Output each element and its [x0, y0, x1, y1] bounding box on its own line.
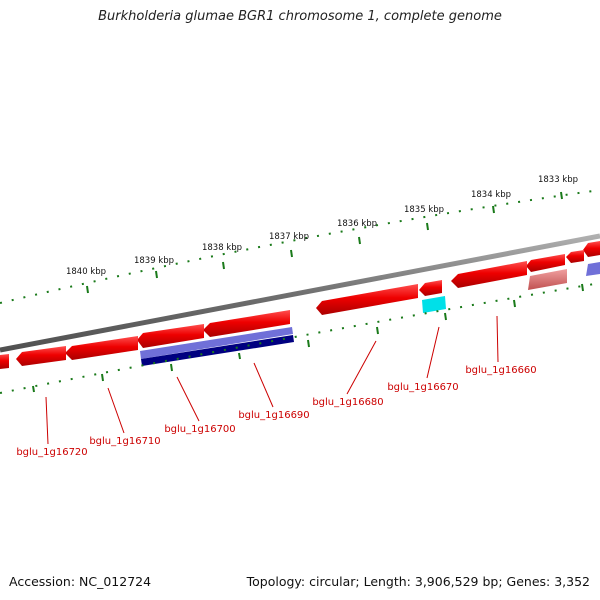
gene-arrow[interactable] [583, 241, 600, 257]
gene-arrow[interactable] [16, 346, 66, 366]
map-title: Burkholderia glumae BGR1 chromosome 1, c… [98, 9, 502, 24]
gene-label-16660[interactable]: bglu_1g16660 [465, 365, 536, 376]
callout-lines [45, 315, 499, 445]
feature-block-pink[interactable] [528, 269, 567, 290]
feature-block-blue[interactable] [586, 262, 600, 276]
gene-arrow[interactable] [137, 324, 204, 348]
feature-block-rna-light[interactable] [140, 327, 293, 359]
gene-label-16700[interactable]: bglu_1g16700 [164, 424, 235, 435]
inner-scale-major-ticks [32, 283, 584, 393]
scale-label-1837: 1837 kbp [269, 232, 309, 242]
gene-arrow[interactable] [316, 284, 418, 315]
outer-scale-ticks [0, 189, 600, 304]
gene-arrow[interactable] [0, 354, 9, 369]
gene-arrow[interactable] [419, 280, 442, 296]
gene-arrow[interactable] [65, 336, 138, 360]
scale-label-1833: 1833 kbp [538, 175, 578, 185]
inner-scale-ticks [0, 282, 600, 394]
accession-text: Accession: NC_012724 [9, 574, 152, 589]
feature-block-cyan[interactable] [422, 296, 446, 313]
chromosome-backbone [0, 233, 600, 353]
forward-strand-genes [0, 241, 600, 369]
scale-label-1838: 1838 kbp [202, 243, 242, 253]
scale-label-1836: 1836 kbp [337, 219, 377, 229]
gene-arrow[interactable] [566, 250, 584, 263]
gene-arrow[interactable] [203, 310, 290, 337]
gene-label-16720[interactable]: bglu_1g16720 [16, 447, 87, 458]
topology-text: Topology: circular; Length: 3,906,529 bp… [246, 574, 590, 589]
reverse-strand-features [140, 262, 600, 366]
scale-label-1835: 1835 kbp [404, 205, 444, 215]
scale-label-1834: 1834 kbp [471, 190, 511, 200]
gene-label-16670[interactable]: bglu_1g16670 [387, 382, 458, 393]
gene-arrow[interactable] [451, 261, 527, 288]
scale-label-1839: 1839 kbp [134, 256, 174, 266]
gene-label-16710[interactable]: bglu_1g16710 [89, 436, 160, 447]
outer-scale-major-ticks [86, 191, 563, 294]
scale-label-1840: 1840 kbp [66, 267, 106, 277]
gene-arrow[interactable] [526, 254, 565, 272]
gene-label-16680[interactable]: bglu_1g16680 [312, 397, 383, 408]
gene-label-16690[interactable]: bglu_1g16690 [238, 410, 309, 421]
feature-block-rna-dark[interactable] [141, 335, 294, 366]
